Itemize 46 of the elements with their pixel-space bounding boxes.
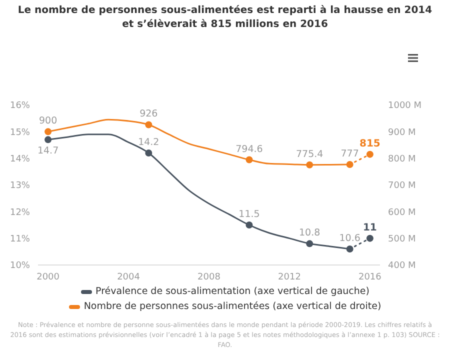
y2-tick-label: 800 M	[388, 154, 416, 165]
data-label: 775.4	[296, 148, 324, 160]
x-tick-label: 2004	[117, 272, 140, 282]
point	[145, 150, 152, 156]
y-tick-label: 11%	[10, 234, 30, 245]
data-label: 900	[38, 116, 58, 127]
point	[145, 121, 152, 128]
y-tick-label: 12%	[10, 208, 30, 218]
x-tick-label: 2012	[278, 272, 301, 282]
point	[306, 240, 314, 248]
y2-tick-label: 500 M	[388, 234, 416, 245]
data-label: 10.8	[299, 228, 320, 239]
y2-tick-label: 600 M	[388, 208, 416, 218]
y-tick-label: 10%	[10, 261, 30, 272]
data-label: 14.7	[37, 146, 59, 157]
point	[246, 156, 253, 164]
data-label: 815	[360, 138, 380, 150]
data-label: 794.6	[236, 144, 263, 155]
legend-label: Nombre de personnes sous-alimentées (axe vertical de droite)	[84, 300, 382, 314]
point	[346, 160, 354, 168]
data-label: 926	[140, 108, 158, 120]
y-tick-label: 15%	[10, 128, 30, 138]
data-label: 14.2	[138, 137, 160, 148]
y2-tick-label: 900 M	[388, 128, 416, 138]
y-tick-label: 14%	[10, 154, 30, 165]
y2-tick-label: 700 M	[388, 181, 416, 192]
chart-title: Le nombre de personnes sous-alimentées est reparti à la hausse en 2014 et s’élèverait à 815 millions en 2016	[16, 4, 434, 32]
x-tick-label: 2008	[198, 272, 221, 282]
point	[366, 234, 374, 242]
point	[246, 222, 253, 228]
y-tick-label: 13%	[10, 181, 30, 192]
point	[306, 161, 314, 168]
data-label: 10.6	[339, 233, 360, 244]
point	[346, 246, 354, 252]
point	[44, 136, 52, 144]
legend-label: Prévalence de sous-alimentation (axe vertical de gauche)	[96, 285, 370, 299]
data-label: 777	[340, 148, 359, 160]
point	[366, 150, 374, 158]
point	[44, 128, 52, 136]
x-tick-label: 2016	[358, 272, 382, 282]
y2-tick-label: 400 M	[388, 261, 416, 272]
data-label: 11	[362, 222, 377, 234]
x-tick-label: 2000	[36, 272, 60, 282]
data-label: 11.5	[238, 209, 260, 220]
y-tick-label: 16%	[10, 101, 30, 112]
y2-tick-label: 1000 M	[388, 101, 422, 112]
